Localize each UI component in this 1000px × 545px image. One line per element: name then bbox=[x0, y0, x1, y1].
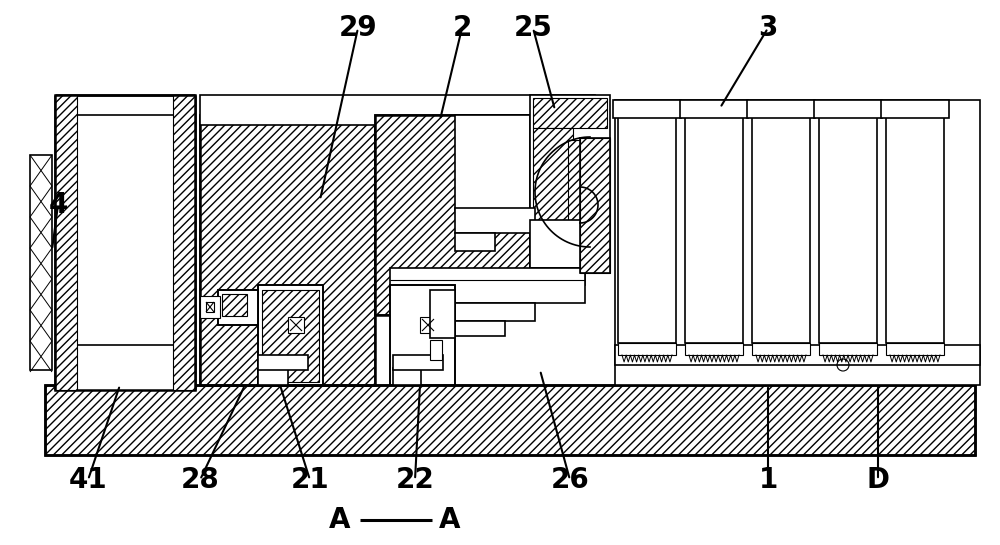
Text: 26: 26 bbox=[551, 466, 589, 494]
Bar bbox=[218, 290, 258, 325]
Bar bbox=[262, 290, 319, 382]
Bar bbox=[455, 233, 495, 251]
Bar bbox=[258, 285, 323, 385]
Bar bbox=[752, 343, 810, 355]
Bar bbox=[618, 108, 676, 343]
Bar bbox=[55, 95, 195, 390]
Bar bbox=[430, 340, 442, 360]
Bar bbox=[45, 385, 975, 455]
Text: 28: 28 bbox=[181, 466, 219, 494]
Text: D: D bbox=[866, 466, 890, 494]
Bar bbox=[580, 138, 610, 273]
Text: 41: 41 bbox=[69, 466, 107, 494]
Bar bbox=[615, 345, 980, 365]
Bar bbox=[375, 115, 530, 315]
Bar bbox=[206, 302, 214, 312]
Bar bbox=[613, 100, 681, 118]
Bar bbox=[430, 290, 455, 338]
Bar bbox=[393, 368, 421, 385]
Bar bbox=[680, 100, 748, 118]
Bar bbox=[530, 268, 585, 285]
Bar bbox=[455, 303, 535, 321]
Bar bbox=[685, 108, 743, 343]
Bar bbox=[685, 343, 743, 355]
Bar bbox=[580, 138, 610, 273]
Bar bbox=[258, 285, 323, 385]
Bar bbox=[530, 220, 585, 268]
Text: 29: 29 bbox=[339, 14, 377, 42]
Bar bbox=[420, 317, 436, 333]
Bar bbox=[390, 285, 455, 385]
Bar bbox=[886, 108, 944, 343]
Bar bbox=[390, 285, 455, 385]
Bar bbox=[30, 155, 52, 370]
Bar bbox=[258, 355, 308, 370]
Bar bbox=[533, 98, 607, 128]
Bar bbox=[218, 290, 258, 325]
Text: 4: 4 bbox=[48, 191, 68, 219]
Bar bbox=[288, 317, 304, 333]
Bar bbox=[200, 95, 595, 125]
Text: 25: 25 bbox=[514, 14, 552, 42]
Bar bbox=[173, 95, 195, 390]
Bar bbox=[886, 343, 944, 355]
Bar bbox=[881, 100, 949, 118]
Bar bbox=[200, 296, 220, 318]
Bar bbox=[258, 368, 288, 385]
Text: 1: 1 bbox=[758, 466, 778, 494]
Bar bbox=[375, 115, 530, 315]
Text: 22: 22 bbox=[396, 466, 434, 494]
Bar bbox=[200, 115, 375, 385]
Bar bbox=[819, 343, 877, 355]
Text: 2: 2 bbox=[452, 14, 472, 42]
Text: 21: 21 bbox=[291, 466, 329, 494]
Bar bbox=[814, 100, 882, 118]
Bar bbox=[393, 355, 443, 370]
Bar bbox=[200, 115, 375, 385]
Bar bbox=[530, 95, 610, 220]
Bar bbox=[615, 100, 980, 385]
Bar bbox=[55, 95, 77, 390]
Bar bbox=[222, 294, 247, 316]
Text: A: A bbox=[329, 506, 351, 534]
Bar bbox=[455, 115, 530, 210]
Bar bbox=[455, 208, 535, 233]
Bar bbox=[533, 128, 573, 220]
Bar bbox=[390, 268, 585, 303]
Bar bbox=[747, 100, 815, 118]
Bar bbox=[568, 140, 590, 244]
Bar bbox=[752, 108, 810, 343]
Bar bbox=[819, 108, 877, 343]
Bar bbox=[455, 321, 505, 336]
Bar bbox=[45, 385, 975, 455]
Text: 3: 3 bbox=[758, 14, 778, 42]
Bar bbox=[75, 115, 175, 345]
Bar bbox=[618, 343, 676, 355]
Text: A: A bbox=[439, 506, 461, 534]
